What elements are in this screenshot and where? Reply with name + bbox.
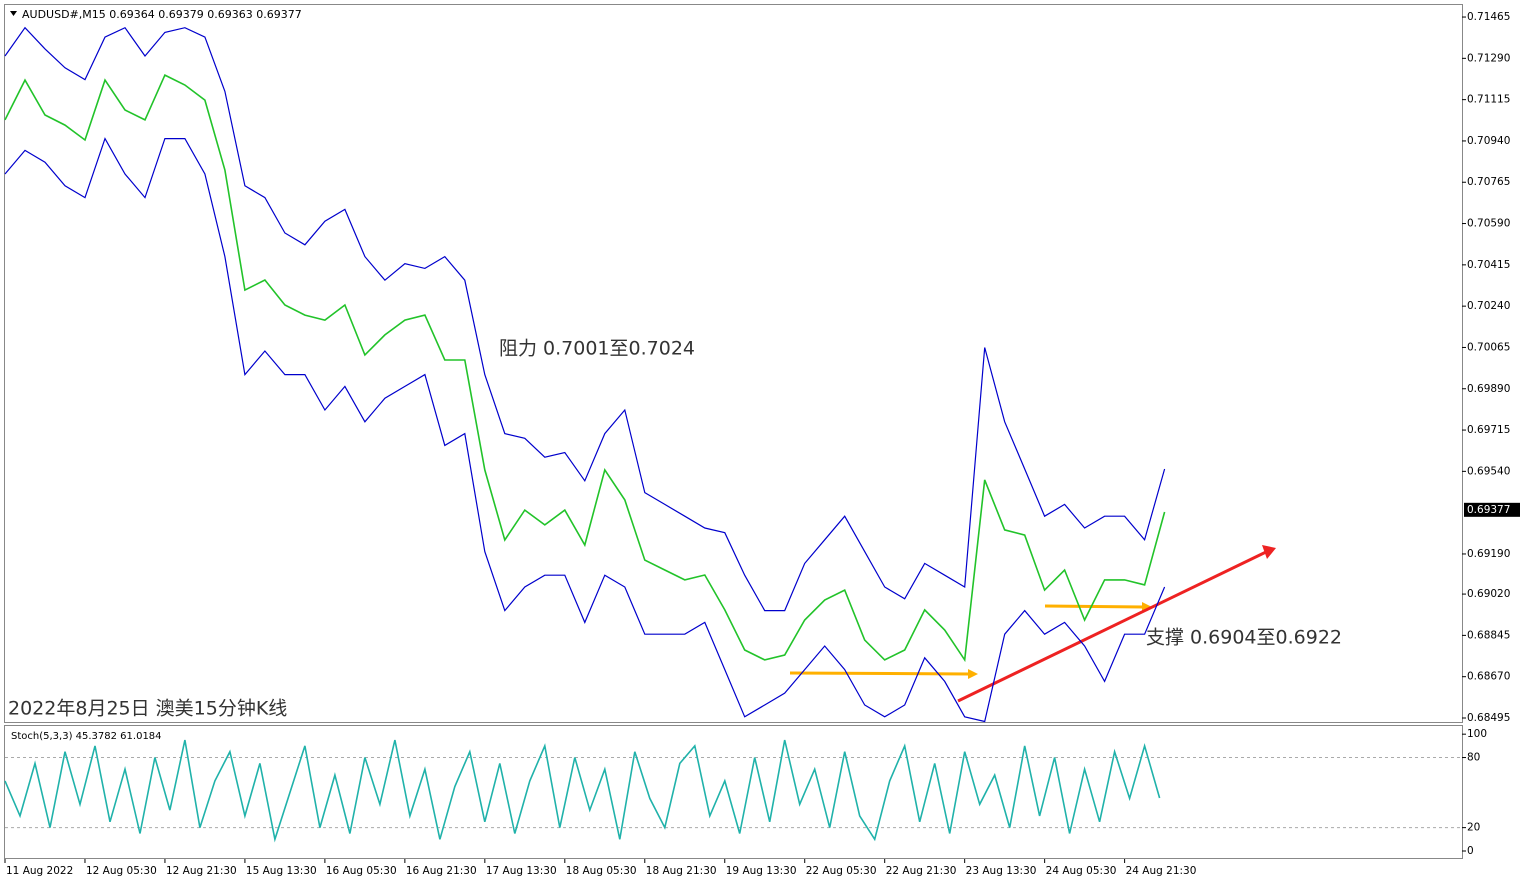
x-tick-label: 16 Aug 21:30 [406, 865, 477, 877]
chart-title: AUDUSD#,M15 0.69364 0.69379 0.69363 0.69… [22, 8, 302, 21]
support-line [1044, 604, 1146, 609]
menu-icon [10, 11, 17, 16]
x-tick-label: 22 Aug 05:30 [806, 865, 877, 877]
stoch-panel [4, 725, 1463, 859]
x-tick-label: 18 Aug 21:30 [646, 865, 717, 877]
stoch-title: Stoch(5,3,3) 45.3782 61.0184 [11, 731, 162, 742]
x-tick-label: 11 Aug 2022 [6, 865, 73, 877]
y-tick-label: 0.71290 [1467, 52, 1510, 64]
annotation: 2022年8月25日 澳美15分钟K线 [8, 698, 287, 720]
series-line [4, 137, 1166, 723]
x-tick-label: 24 Aug 05:30 [1046, 865, 1117, 877]
y-tick-label: 0.71465 [1467, 11, 1510, 23]
x-tick-label: 22 Aug 21:30 [886, 865, 957, 877]
y-tick-label: 0.70065 [1467, 341, 1510, 353]
y-tick-label: 0.70765 [1467, 176, 1510, 188]
support-line [789, 671, 971, 676]
y-tick-label: 0.68670 [1467, 671, 1510, 683]
y-tick-label: 0.69190 [1467, 548, 1510, 560]
price-label: 0.69377 [1467, 504, 1510, 516]
y-tick-label: 0.70240 [1467, 300, 1510, 312]
trend-line [957, 550, 1267, 703]
y-tick-label: 0.68845 [1467, 629, 1510, 641]
y-tick-label: 0 [1467, 845, 1474, 857]
x-tick-label: 23 Aug 13:30 [966, 865, 1037, 877]
annotation: 支撑 0.6904至0.6922 [1146, 627, 1342, 649]
x-tick-label: 15 Aug 13:30 [246, 865, 317, 877]
y-tick-label: 0.71115 [1467, 94, 1510, 106]
y-tick-label: 0.70590 [1467, 218, 1510, 230]
y-tick-label: 0.70940 [1467, 135, 1510, 147]
x-tick-label: 19 Aug 13:30 [726, 865, 797, 877]
series-line [4, 74, 1166, 663]
price-label-bg [1464, 502, 1520, 517]
y-tick-label: 80 [1467, 752, 1480, 764]
x-tick-label: 18 Aug 05:30 [566, 865, 637, 877]
y-tick-label: 0.69540 [1467, 465, 1510, 477]
y-tick-label: 0.69020 [1467, 588, 1510, 600]
x-tick-label: 24 Aug 21:30 [1126, 865, 1197, 877]
y-tick-label: 0.69715 [1467, 424, 1510, 436]
annotation: 阻力 0.7001至0.7024 [499, 338, 695, 360]
x-tick-label: 12 Aug 05:30 [86, 865, 157, 877]
x-tick-label: 12 Aug 21:30 [166, 865, 237, 877]
y-tick-label: 0.69890 [1467, 383, 1510, 395]
y-tick-label: 0.68495 [1467, 712, 1510, 724]
x-tick-label: 16 Aug 05:30 [326, 865, 397, 877]
arrow-head [1262, 545, 1276, 559]
arrow-head [968, 669, 978, 679]
series-line [4, 26, 1166, 612]
y-tick-label: 20 [1467, 822, 1480, 834]
y-tick-label: 0.70415 [1467, 259, 1510, 271]
y-tick-label: 100 [1467, 728, 1487, 740]
x-tick-label: 17 Aug 13:30 [486, 865, 557, 877]
price-panel [4, 4, 1463, 723]
series-line [4, 739, 1161, 843]
